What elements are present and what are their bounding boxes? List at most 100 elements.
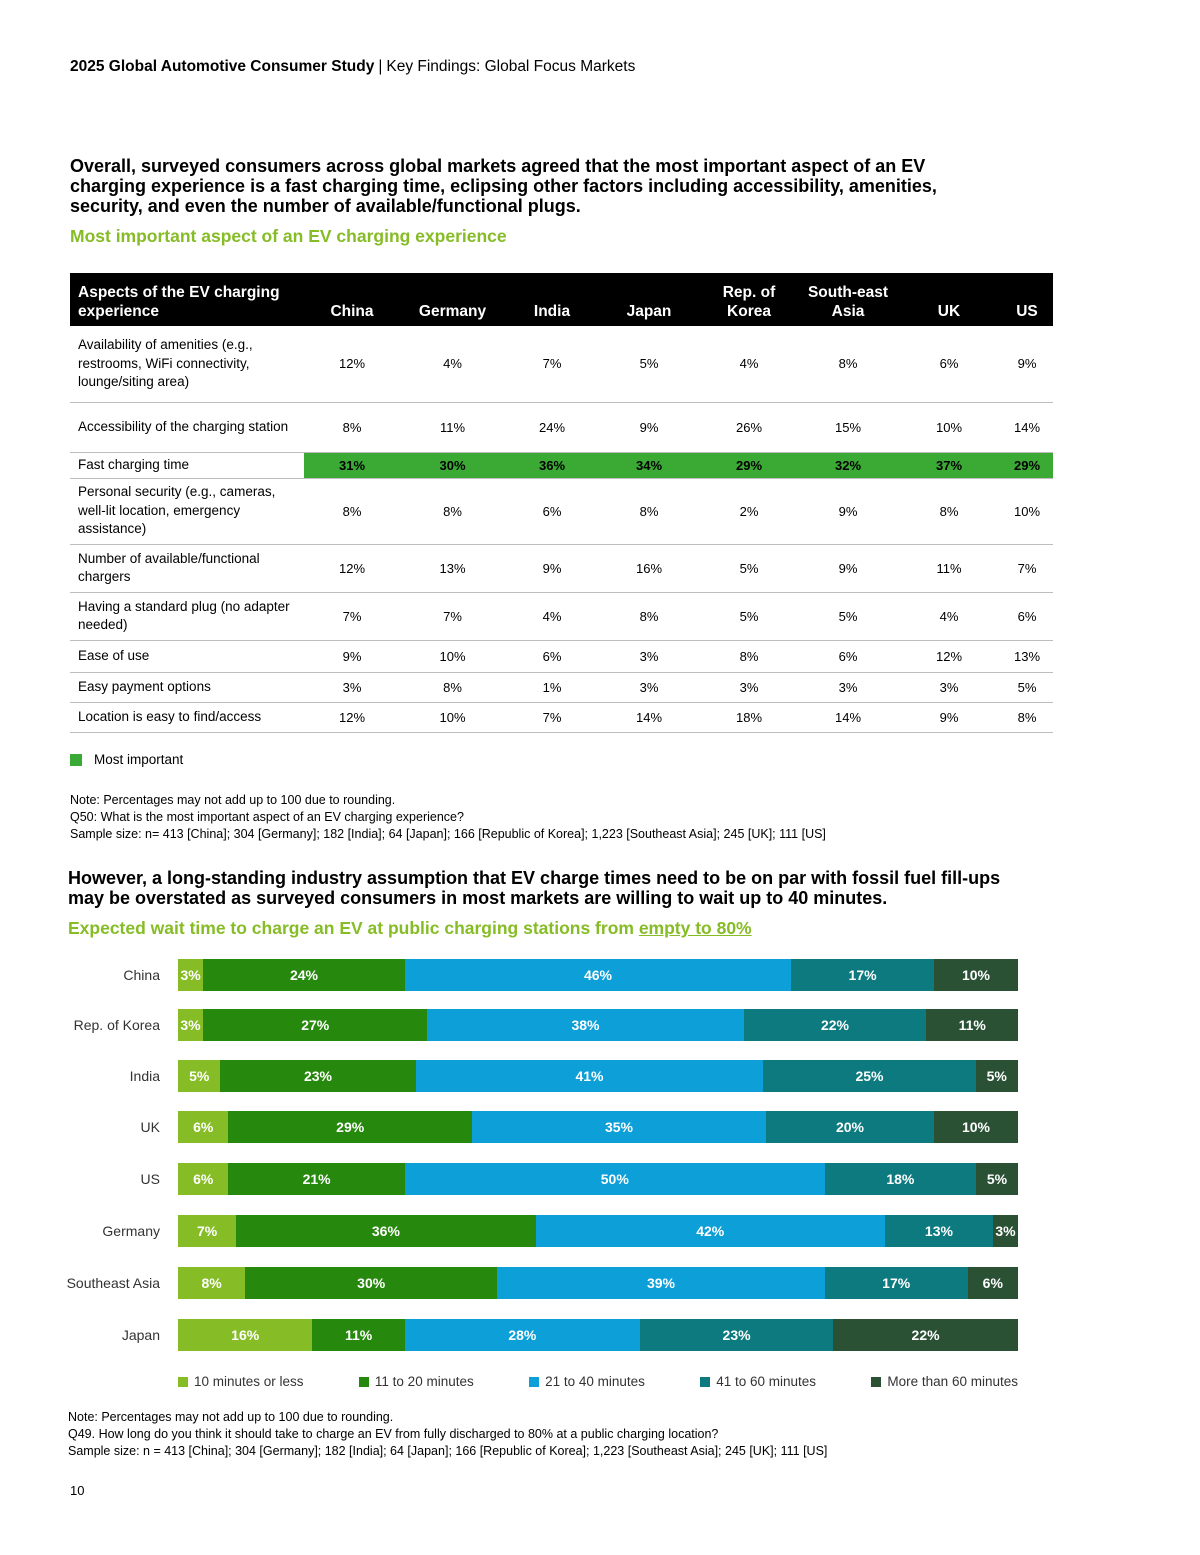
bar-segment: 8% (178, 1267, 246, 1299)
bar-segment: 23% (639, 1319, 834, 1351)
bar-segment: 10% (933, 1111, 1018, 1143)
table-header-aspects: Aspects of the EV charging experience (70, 273, 304, 326)
table-cell: 8% (400, 672, 505, 703)
chart-row: UK 6% 29% 35% 20% 10% (0, 1111, 1200, 1143)
table-cell: 24% (505, 402, 599, 453)
table-header-col: UK (897, 273, 1001, 326)
bar-segment: 5% (178, 1060, 221, 1092)
bar-segment: 18% (824, 1163, 976, 1195)
table-cell: 13% (400, 544, 505, 593)
table-cell: 9% (599, 402, 699, 453)
bar-segment: 16% (178, 1319, 313, 1351)
bar-segment: 3% (178, 959, 204, 991)
table-header-col: Japan (599, 273, 699, 326)
bar-segment: 20% (765, 1111, 934, 1143)
table-cell: 15% (799, 402, 897, 453)
chart-row: Rep. of Korea 3% 27% 38% 22% 11% (0, 1009, 1200, 1041)
bar-segment: 39% (497, 1267, 825, 1299)
table-cell: 10% (400, 702, 505, 733)
intro-paragraph-2: However, a long-standing industry assump… (68, 868, 1001, 908)
legend-label: 21 to 40 minutes (545, 1374, 645, 1389)
section-title: Key Findings: Global Focus Markets (386, 58, 636, 75)
chart-legend: 10 minutes or less 11 to 20 minutes 21 to … (178, 1374, 1018, 1389)
table-cell: 8% (599, 478, 699, 545)
table-cell: 7% (1001, 544, 1053, 593)
bar-segment: 36% (236, 1215, 536, 1247)
bar-segment: 27% (202, 1009, 428, 1041)
note-line: Note: Percentages may not add up to 100 … (68, 1410, 394, 1424)
table-cell: 5% (699, 544, 799, 593)
table-cell: 8% (897, 478, 1001, 545)
table-cell: 29% (699, 452, 799, 479)
bar-segment: 24% (203, 959, 405, 991)
table-cell: 34% (599, 452, 699, 479)
table-cell: 6% (505, 478, 599, 545)
table-title: Most important aspect of an EV charging … (70, 226, 507, 246)
table-cell: 12% (304, 702, 400, 733)
table-cell: 9% (1001, 326, 1053, 403)
table-legend: Most important (70, 752, 183, 767)
table-cell: 8% (699, 640, 799, 673)
table-cell: 3% (799, 672, 897, 703)
table-cell: 31% (304, 452, 400, 479)
chart-row: Southeast Asia 8% 30% 39% 17% 6% (0, 1267, 1200, 1299)
bar-segment: 5% (975, 1163, 1018, 1195)
table-note: Note: Percentages may not add up to 100 … (70, 792, 826, 843)
legend-label: More than 60 minutes (887, 1374, 1018, 1389)
legend-swatch (529, 1376, 540, 1387)
table-cell: 1% (505, 672, 599, 703)
bar-segment: 7% (178, 1215, 237, 1247)
table-header-col: Germany (400, 273, 505, 326)
note-line: Sample size: n = 413 [China]; 304 [Germa… (68, 1444, 828, 1458)
wait-time-chart: China 3% 24% 46% 17% 10% Rep. of Korea 3% 27% 38%… (0, 950, 1200, 1370)
study-title: 2025 Global Automotive Consumer Study (70, 58, 375, 75)
page-number: 10 (70, 1483, 85, 1498)
bar-segment: 38% (427, 1009, 744, 1041)
note-line: Q49. How long do you think it should tak… (68, 1427, 719, 1441)
bar-segment: 50% (404, 1163, 825, 1195)
table-cell: 3% (699, 672, 799, 703)
stacked-bar: 5% 23% 41% 25% 5% (178, 1060, 1018, 1092)
row-label: Location is easy to find/access (70, 702, 304, 733)
table-cell: 3% (599, 640, 699, 673)
chart-row: US 6% 21% 50% 18% 5% (0, 1163, 1200, 1195)
note-line: Sample size: n= 413 [China]; 304 [German… (70, 827, 826, 841)
table-cell: 29% (1001, 452, 1053, 479)
table-cell: 9% (897, 702, 1001, 733)
chart-title-underlined: empty to 80% (638, 918, 752, 938)
table-cell: 26% (699, 402, 799, 453)
table-row: Ease of use 9% 10% 6% 3% 8% 6% 12% 13% (70, 640, 1053, 673)
table-cell: 18% (699, 702, 799, 733)
bar-segment: 41% (415, 1060, 764, 1092)
table-row: Personal security (e.g., cameras, well-l… (70, 478, 1053, 545)
table-cell: 10% (400, 640, 505, 673)
bar-segment: 5% (975, 1060, 1018, 1092)
table-cell: 4% (505, 592, 599, 641)
table-cell: 7% (304, 592, 400, 641)
stacked-bar: 6% 21% 50% 18% 5% (178, 1163, 1018, 1195)
stacked-bar: 8% 30% 39% 17% 6% (178, 1267, 1018, 1299)
legend-item: 21 to 40 minutes (529, 1374, 645, 1389)
chart-row: Germany 7% 36% 42% 13% 3% (0, 1215, 1200, 1247)
bar-segment: 6% (178, 1163, 229, 1195)
table-cell: 11% (400, 402, 505, 453)
bar-segment: 23% (220, 1060, 416, 1092)
chart-title-main: Expected wait time to charge an EV at pu… (68, 918, 639, 938)
table-cell: 5% (799, 592, 897, 641)
category-label: India (129, 1068, 160, 1084)
table-row: Easy payment options 3% 8% 1% 3% 3% 3% 3% 5% (70, 672, 1053, 703)
table-cell: 30% (400, 452, 505, 479)
bar-segment: 17% (791, 959, 934, 991)
row-label: Personal security (e.g., cameras, well-l… (70, 478, 304, 545)
bar-segment: 30% (245, 1267, 498, 1299)
table-cell: 5% (599, 326, 699, 403)
legend-swatch (871, 1376, 882, 1387)
legend-item: More than 60 minutes (871, 1374, 1018, 1389)
table-cell: 32% (799, 452, 897, 479)
table-cell: 14% (599, 702, 699, 733)
bar-segment: 6% (967, 1267, 1018, 1299)
table-cell: 9% (799, 478, 897, 545)
table-cell: 7% (400, 592, 505, 641)
table-cell: 7% (505, 702, 599, 733)
bar-segment: 17% (824, 1267, 968, 1299)
